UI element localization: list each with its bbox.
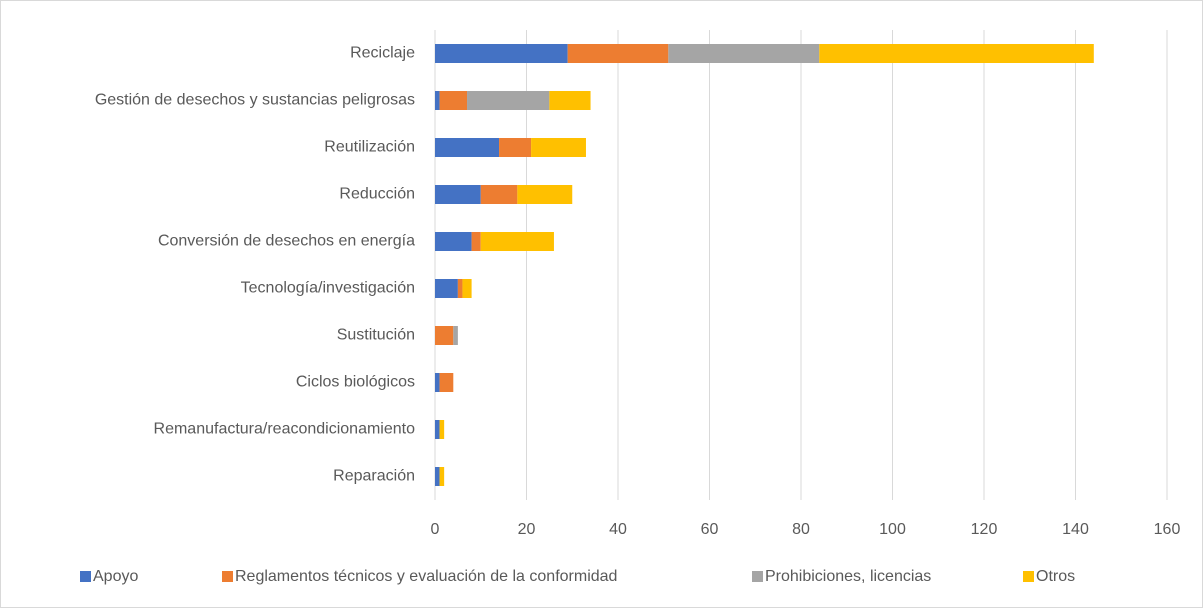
- bar-segment: [435, 91, 440, 110]
- x-tick-label: 0: [431, 521, 440, 538]
- y-tick-label: Reparación: [333, 468, 415, 485]
- y-tick-label: Sustitución: [337, 327, 415, 344]
- x-tick-label: 20: [518, 521, 536, 538]
- bar-segment: [435, 373, 440, 392]
- bar-segment: [480, 185, 518, 204]
- bar-segment: [567, 44, 669, 63]
- y-tick-label: Reciclaje: [350, 45, 415, 62]
- y-tick-label: Tecnología/investigación: [241, 280, 415, 297]
- y-tick-label: Remanufactura/reacondicionamiento: [154, 421, 416, 438]
- x-tick-label: 120: [971, 521, 998, 538]
- bar-segment: [819, 44, 1094, 63]
- bar-segment: [439, 91, 468, 110]
- legend-swatch: [222, 571, 233, 582]
- bar-segment: [435, 467, 440, 486]
- y-tick-label: Reducción: [339, 186, 415, 203]
- bar-segment: [435, 279, 458, 298]
- y-tick-label: Conversión de desechos en energía: [158, 233, 415, 250]
- y-tick-label: Ciclos biológicos: [296, 374, 415, 391]
- legend-label: Reglamentos técnicos y evaluación de la …: [235, 568, 617, 585]
- x-tick-label: 100: [879, 521, 906, 538]
- x-tick-label: 140: [1062, 521, 1089, 538]
- bar-segment: [499, 138, 532, 157]
- x-tick-label: 40: [609, 521, 627, 538]
- legend-label: Otros: [1036, 568, 1075, 585]
- y-tick-label: Gestión de desechos y sustancias peligro…: [95, 92, 415, 109]
- bar-segment: [435, 138, 500, 157]
- bar-segment: [480, 232, 554, 251]
- bar-segment: [439, 420, 445, 439]
- bar-segment: [457, 279, 463, 298]
- bar-segment: [467, 91, 550, 110]
- legend-label: Apoyo: [93, 568, 138, 585]
- x-tick-label: 80: [792, 521, 810, 538]
- bar-segment: [471, 232, 481, 251]
- bar-segment: [531, 138, 586, 157]
- bar-segment: [435, 420, 440, 439]
- legend-swatch: [80, 571, 91, 582]
- bar-segment: [453, 326, 458, 345]
- bar-segment: [517, 185, 573, 204]
- x-tick-label: 60: [701, 521, 719, 538]
- bar-segment: [435, 44, 568, 63]
- bar-segment: [462, 279, 472, 298]
- y-tick-label: Reutilización: [324, 139, 415, 156]
- bar-segment: [435, 185, 481, 204]
- legend-swatch: [1023, 571, 1034, 582]
- bar-segment: [549, 91, 591, 110]
- x-tick-label: 160: [1154, 521, 1181, 538]
- bar-segment: [435, 232, 472, 251]
- legend-label: Prohibiciones, licencias: [765, 568, 931, 585]
- bar-segment: [439, 467, 445, 486]
- bar-segment: [668, 44, 820, 63]
- bar-segment: [439, 373, 454, 392]
- legend-swatch: [752, 571, 763, 582]
- bar-segment: [435, 326, 454, 345]
